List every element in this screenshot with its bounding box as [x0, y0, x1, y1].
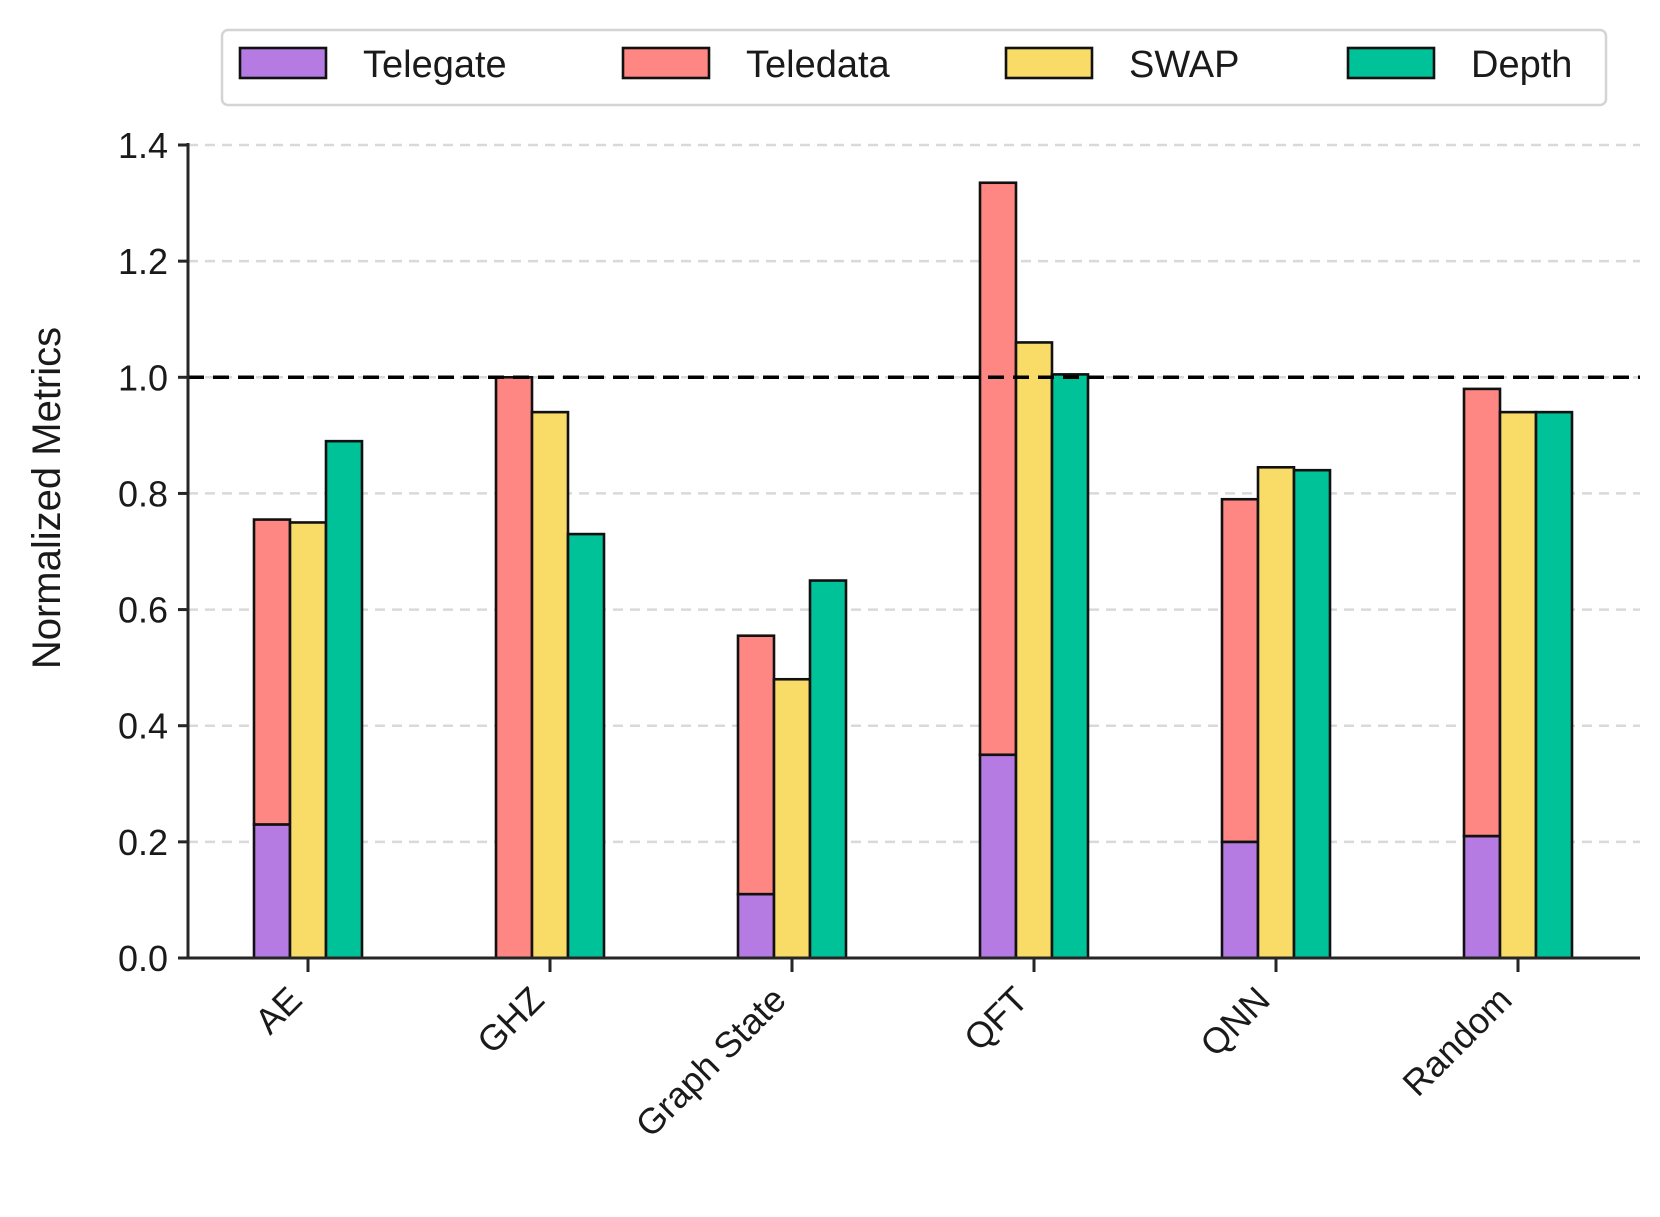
bar-qft-depth [1050, 373, 1090, 960]
legend-swatch-telegate [238, 46, 328, 80]
y-tick-label: 0.6 [118, 590, 168, 631]
x-tick-label: QNN [1192, 979, 1278, 1065]
y-tick-label: 0.0 [118, 938, 168, 979]
legend-swatch-teledata [621, 46, 711, 80]
bar-random-telegate [1462, 834, 1502, 960]
y-tick-label: 0.2 [118, 822, 168, 863]
x-tick-label: Graph State [627, 979, 793, 1145]
bar-ghz-depth [566, 532, 606, 960]
legend-label-depth: Depth [1471, 44, 1572, 86]
bar-random-depth [1534, 410, 1574, 960]
bar-qft-telegate [978, 753, 1018, 960]
legend: Telegate Teledata SWAP Depth [220, 28, 1608, 107]
legend-swatch-swap [1004, 46, 1094, 80]
bar-qnn-teledata [1220, 497, 1260, 844]
bar-graph-state-depth [808, 579, 848, 960]
y-axis-label: Normalized Metrics [25, 327, 69, 669]
bar-ae-swap [288, 521, 328, 960]
bar-qnn-depth [1292, 468, 1332, 960]
bar-qnn-telegate [1220, 840, 1260, 960]
y-tick-label: 1.0 [118, 357, 168, 398]
bar-ae-telegate [252, 823, 292, 960]
legend-label-telegate: Telegate [363, 44, 507, 86]
bar-qnn-swap [1256, 465, 1296, 960]
bar-random-teledata [1462, 387, 1502, 838]
x-tick-label: AE [247, 979, 310, 1042]
gridlines [188, 143, 1640, 844]
bar-graph-state-swap [772, 677, 812, 960]
bar-ae-teledata [252, 518, 292, 826]
bar-qft-swap [1014, 341, 1054, 960]
bar-graph-state-telegate [736, 892, 776, 960]
bar-random-swap [1498, 410, 1538, 960]
y-tick-label: 0.8 [118, 473, 168, 514]
legend-box [220, 28, 1608, 107]
y-tick-label: 1.2 [118, 241, 168, 282]
bars [252, 181, 1574, 960]
bar-graph-state-teledata [736, 634, 776, 896]
y-tick-label: 1.4 [118, 125, 168, 166]
x-tick-label: GHZ [469, 979, 552, 1062]
bar-ghz-swap [530, 410, 570, 960]
legend-swatch-depth [1346, 46, 1436, 80]
x-tick-label: Random [1394, 979, 1519, 1104]
bar-qft-teledata [978, 181, 1018, 757]
y-tick-label: 0.4 [118, 706, 168, 747]
x-tick-label: QFT [956, 979, 1036, 1059]
legend-label-swap: SWAP [1129, 44, 1240, 86]
bar-ghz-teledata [494, 375, 534, 960]
legend-label-teledata: Teledata [746, 44, 891, 86]
bar-ae-depth [324, 439, 364, 960]
